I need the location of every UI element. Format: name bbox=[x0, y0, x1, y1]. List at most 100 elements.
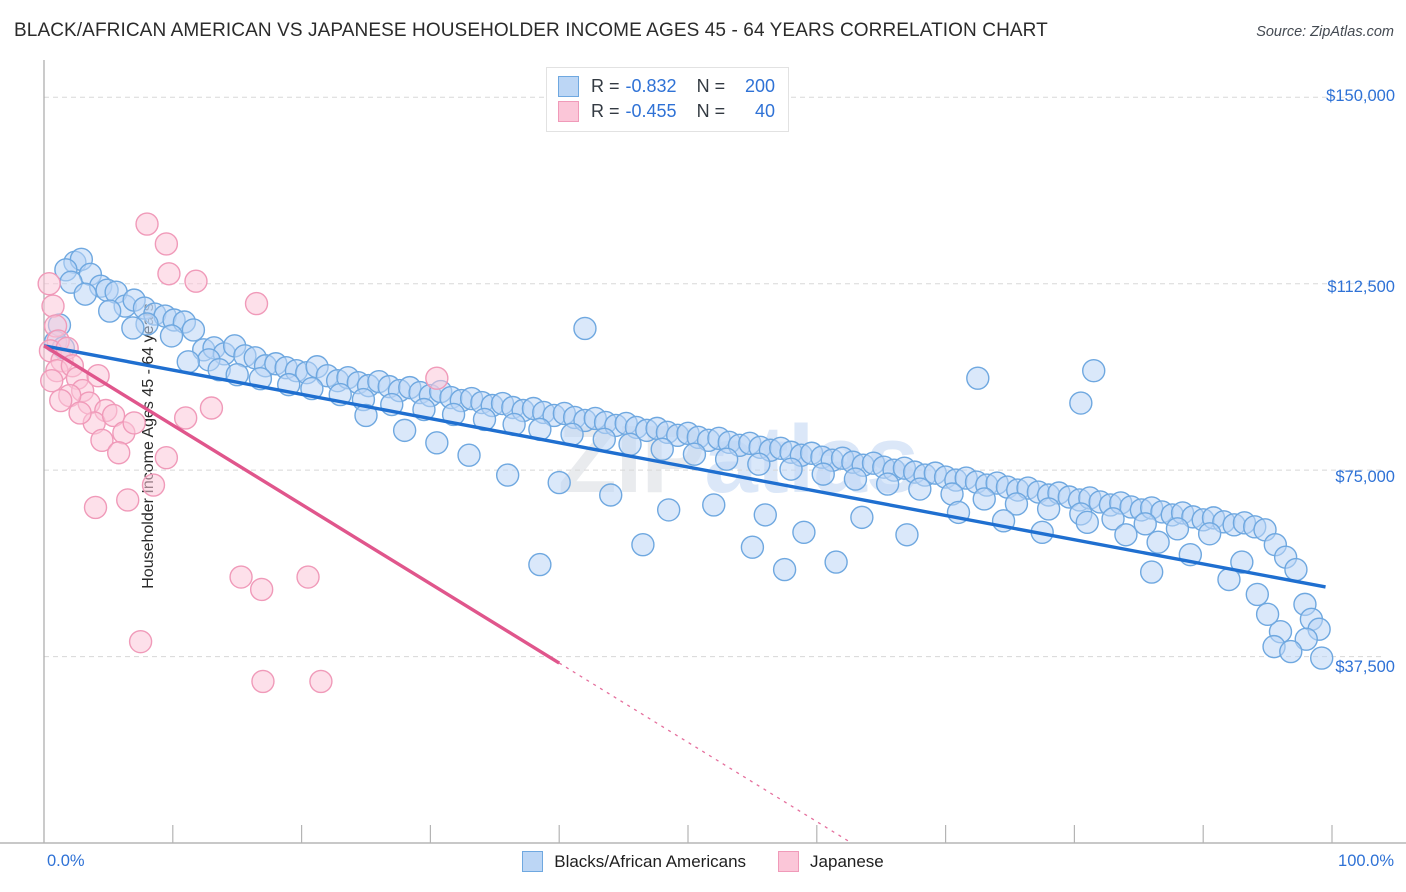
series-points-blacks-african-americans bbox=[43, 247, 1334, 670]
data-point bbox=[229, 565, 253, 589]
data-point bbox=[121, 316, 145, 340]
data-point bbox=[650, 437, 674, 461]
series-legend: Blacks/African Americans Japanese bbox=[0, 851, 1406, 872]
trendline-dashed-extension bbox=[558, 662, 852, 844]
data-point bbox=[1004, 492, 1029, 516]
n-value-pink: 40 bbox=[755, 101, 776, 121]
trendline-solid bbox=[43, 344, 561, 665]
data-point bbox=[101, 403, 126, 428]
data-point bbox=[811, 462, 835, 486]
trendline-japanese bbox=[43, 344, 852, 844]
data-point bbox=[631, 533, 655, 557]
data-point bbox=[40, 368, 64, 393]
y-tick-label: $112,500 bbox=[1327, 278, 1395, 296]
data-point bbox=[244, 291, 269, 316]
r-value-pink: -0.455 bbox=[625, 101, 677, 121]
data-point bbox=[1245, 582, 1270, 607]
legend-label-japanese: Japanese bbox=[810, 851, 884, 871]
data-point bbox=[792, 520, 816, 544]
data-point bbox=[199, 396, 224, 420]
legend-swatch-blacks-icon bbox=[522, 851, 544, 872]
data-point bbox=[90, 428, 114, 453]
data-point bbox=[128, 629, 153, 654]
page-title: BLACK/AFRICAN AMERICAN VS JAPANESE HOUSE… bbox=[14, 20, 1048, 41]
data-point bbox=[966, 366, 990, 390]
data-point bbox=[106, 441, 131, 465]
data-point bbox=[740, 535, 765, 559]
r-label-blue: R = bbox=[591, 76, 620, 96]
data-point bbox=[141, 473, 166, 497]
data-point bbox=[309, 669, 333, 694]
data-point bbox=[296, 565, 320, 589]
data-point bbox=[895, 523, 919, 547]
stats-row-japanese: R = -0.455 N = 40 bbox=[558, 99, 775, 124]
data-point bbox=[1036, 497, 1061, 521]
data-point bbox=[779, 457, 803, 481]
data-point bbox=[1146, 530, 1170, 554]
data-point bbox=[154, 232, 179, 256]
data-point bbox=[392, 418, 417, 443]
data-point bbox=[425, 431, 449, 455]
legend-item-japanese[interactable]: Japanese bbox=[778, 851, 884, 872]
series-points-japanese bbox=[37, 212, 449, 694]
data-point bbox=[1069, 391, 1093, 415]
r-value-blue: -0.832 bbox=[625, 76, 677, 96]
n-label-blue: N = bbox=[696, 76, 726, 96]
data-point bbox=[457, 443, 481, 467]
correlation-stats-legend: R = -0.832 N = 200 R = -0.455 N = 40 bbox=[546, 67, 790, 132]
data-point bbox=[714, 447, 739, 471]
data-point bbox=[159, 324, 184, 348]
data-point bbox=[547, 470, 571, 495]
data-point bbox=[154, 446, 179, 470]
data-point bbox=[1279, 639, 1303, 664]
y-tick-label: $37,500 bbox=[1335, 658, 1395, 676]
data-point bbox=[1165, 517, 1190, 541]
legend-swatch-pink-icon bbox=[558, 101, 579, 122]
data-point bbox=[618, 432, 642, 456]
data-point bbox=[41, 294, 65, 318]
r-label-pink: R = bbox=[591, 101, 620, 121]
x-axis-max-label: 100.0% bbox=[1338, 852, 1394, 870]
data-point bbox=[49, 388, 73, 413]
data-point bbox=[122, 411, 146, 435]
axis-lines bbox=[0, 60, 1406, 844]
data-point bbox=[1197, 522, 1222, 546]
trendline-blacks-african-americans bbox=[43, 344, 1326, 589]
data-point bbox=[528, 552, 552, 577]
data-point bbox=[249, 577, 274, 602]
data-point bbox=[592, 427, 616, 452]
data-point bbox=[747, 452, 771, 476]
y-tick-label: $75,000 bbox=[1335, 468, 1395, 486]
data-point bbox=[135, 212, 159, 236]
n-label-pink: N = bbox=[696, 101, 726, 121]
trendline-solid bbox=[43, 344, 1326, 589]
data-point bbox=[176, 350, 200, 374]
data-point bbox=[1255, 602, 1280, 627]
x-axis-min-label: 0.0% bbox=[47, 852, 85, 870]
data-point bbox=[251, 669, 275, 694]
data-point bbox=[495, 463, 520, 487]
data-point bbox=[875, 472, 900, 496]
data-point bbox=[173, 406, 198, 430]
data-point bbox=[1139, 560, 1164, 584]
n-value-blue: 200 bbox=[745, 76, 776, 96]
source-label: Source: ZipAtlas.com bbox=[1256, 24, 1394, 40]
data-point bbox=[824, 550, 848, 574]
data-point bbox=[68, 401, 92, 425]
data-point bbox=[1114, 523, 1138, 547]
y-tick-label: $150,000 bbox=[1326, 87, 1395, 105]
data-point bbox=[1082, 359, 1106, 383]
data-point bbox=[1294, 627, 1318, 651]
data-point bbox=[157, 262, 181, 286]
data-point bbox=[116, 488, 140, 512]
data-point bbox=[753, 503, 777, 527]
data-point bbox=[1309, 646, 1334, 670]
data-point bbox=[83, 495, 108, 520]
data-point bbox=[772, 557, 797, 582]
legend-swatch-japanese-icon bbox=[778, 851, 800, 872]
data-point bbox=[37, 272, 61, 296]
legend-item-blacks-african-americans[interactable]: Blacks/African Americans bbox=[522, 851, 746, 872]
data-point bbox=[1075, 510, 1099, 535]
